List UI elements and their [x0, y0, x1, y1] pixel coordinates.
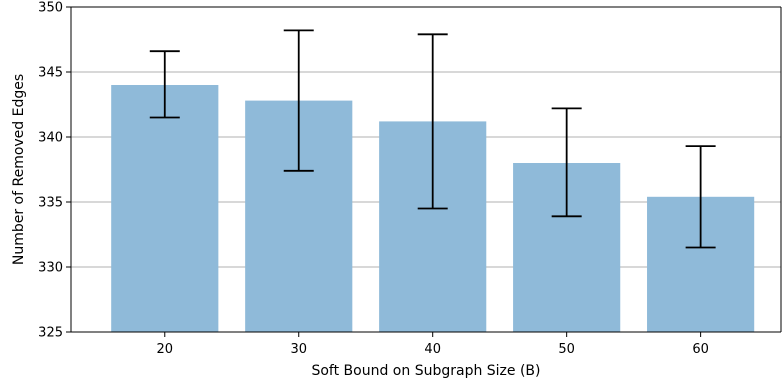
y-tick-label: 345 [38, 66, 63, 81]
y-axis-label: Number of Removed Edges [11, 74, 27, 265]
x-axis-label: Soft Bound on Subgraph Size (B) [311, 363, 540, 379]
y-tick-label: 325 [38, 326, 63, 341]
bar [111, 85, 219, 332]
y-tick-label: 340 [38, 131, 63, 146]
y-ticks: 325 330 335 340 345 350 [38, 1, 71, 341]
x-tick-label: 60 [692, 342, 709, 357]
error-bars [149, 29, 716, 249]
x-ticks: 20 30 40 50 60 [157, 332, 709, 357]
y-tick-label: 350 [38, 1, 63, 16]
x-tick-label: 30 [290, 342, 307, 357]
x-tick-label: 50 [558, 342, 575, 357]
x-tick-label: 40 [424, 342, 441, 357]
axes [70, 6, 782, 333]
y-tick-label: 335 [38, 196, 63, 211]
y-tick-label: 330 [38, 261, 63, 276]
x-tick-label: 20 [157, 342, 174, 357]
